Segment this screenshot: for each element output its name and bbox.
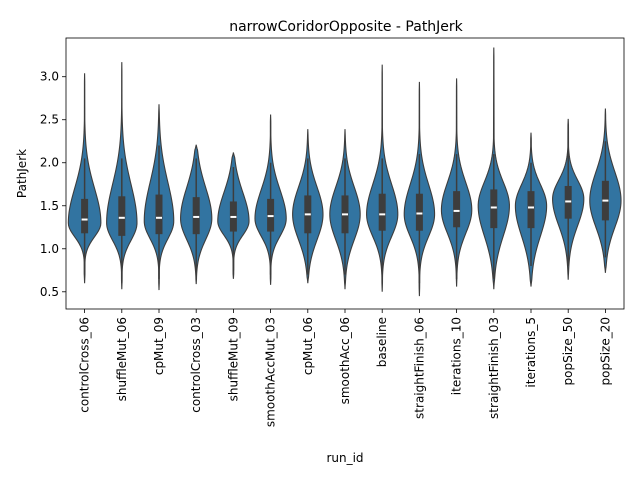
violin-iqr-box [192, 197, 200, 235]
x-tick-label: straightFinish_06 [412, 317, 426, 419]
x-tick-label: smoothAcc_06 [338, 317, 352, 404]
violin-shuffleMut_06 [106, 62, 138, 290]
violin-iqr-box [527, 191, 535, 229]
violin-iqr-box [453, 191, 461, 228]
x-axis: controlCross_06 shuffleMut_06 cpMut_09 cont… [78, 309, 612, 427]
plot-frame [65, 37, 625, 310]
x-tick-label: baseline [375, 317, 389, 367]
x-tick-label: controlCross_06 [78, 317, 92, 413]
x-tick-label: controlCross_03 [189, 317, 203, 413]
x-tick-label: iterations_5 [524, 317, 538, 388]
y-axis: 0.5 1.0 1.5 2.0 2.5 3.0 [40, 70, 66, 299]
x-axis-label: run_id [326, 451, 363, 465]
violin-straightFinish_03 [477, 47, 510, 290]
violin-baseline [366, 64, 399, 292]
violin-iqr-box [118, 196, 126, 236]
violin-smoothAccMut_03 [254, 114, 287, 285]
violin-popSize_20 [589, 108, 622, 273]
violin-iqr-box [81, 198, 89, 234]
x-tick-label: shuffleMut_09 [226, 317, 240, 401]
y-tick-label: 0.5 [40, 285, 59, 299]
x-tick-label: popSize_50 [561, 317, 575, 385]
y-tick-label: 2.0 [40, 156, 59, 170]
x-tick-label: cpMut_09 [152, 317, 166, 375]
x-tick-label: popSize_20 [598, 317, 612, 385]
violin-iqr-box [155, 194, 163, 235]
violin-iqr-box [415, 193, 423, 231]
violin-controlCross_03 [180, 144, 213, 285]
violin-iterations_10 [440, 78, 473, 287]
violin-iqr-box [378, 193, 386, 231]
violin-controlCross_06 [67, 73, 102, 284]
x-tick-label: cpMut_06 [301, 317, 315, 375]
y-tick-label: 1.0 [40, 242, 59, 256]
violin-cpMut_06 [292, 129, 324, 284]
y-tick-label: 3.0 [40, 70, 59, 84]
y-tick-label: 2.5 [40, 113, 59, 127]
x-tick-label: straightFinish_03 [487, 317, 501, 419]
x-tick-label: smoothAccMut_03 [264, 317, 278, 427]
violin-smoothAcc_06 [329, 129, 361, 290]
violin-straightFinish_06 [403, 81, 436, 297]
chart-title: narrowCoridorOpposite - PathJerk [229, 19, 463, 35]
y-tick-label: 1.5 [40, 199, 59, 213]
violin-popSize_50 [552, 118, 585, 280]
violin-iterations_5 [514, 132, 548, 287]
x-tick-label: iterations_10 [450, 317, 464, 395]
violin-iqr-box [490, 189, 498, 229]
violin-cpMut_09 [143, 104, 175, 291]
violins-group [67, 47, 622, 297]
violin-shuffleMut_09 [217, 152, 250, 279]
x-tick-label: shuffleMut_06 [115, 317, 129, 401]
y-axis-label: PathJerk [15, 149, 29, 198]
